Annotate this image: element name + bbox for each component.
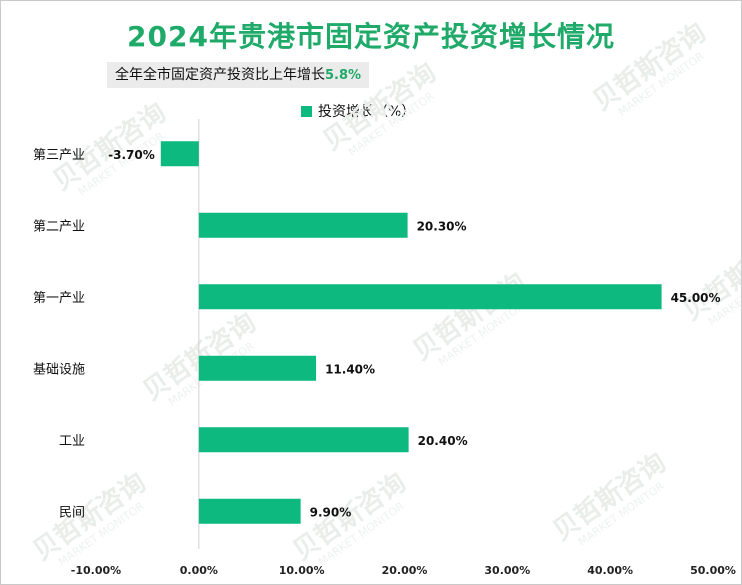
data-label: 45.00% — [671, 291, 721, 305]
bar-5 — [198, 427, 409, 453]
x-tick-label: 40.00% — [587, 564, 633, 577]
growth-summary-value: 5.8% — [325, 68, 362, 83]
legend-swatch — [301, 106, 312, 117]
data-label: -3.70% — [108, 148, 155, 162]
data-label: 20.30% — [417, 219, 467, 233]
x-tick-label: 10.00% — [279, 564, 325, 577]
category-label: 第二产业 — [33, 219, 85, 234]
category-label: 工业 — [59, 434, 85, 449]
data-label: 11.40% — [325, 362, 375, 376]
x-tick-label: 50.00% — [690, 564, 736, 577]
bar-2 — [198, 212, 408, 238]
growth-summary-label: 全年全市固定资产投资比上年增长 — [115, 67, 325, 83]
x-tick-label: 30.00% — [484, 564, 530, 577]
category-label: 第一产业 — [33, 291, 85, 306]
bar-4 — [198, 355, 317, 381]
x-tick-label: 20.00% — [382, 564, 428, 577]
category-label: 第三产业 — [33, 148, 85, 163]
x-tick-label: -10.00% — [71, 564, 121, 577]
chart-legend: 投资增长（%） — [301, 102, 415, 122]
data-label: 20.40% — [418, 434, 468, 448]
chart-title: 2024年贵港市固定资产投资增长情况 — [127, 20, 615, 53]
category-label: 基础设施 — [33, 362, 85, 377]
bar-1 — [160, 141, 199, 167]
bar-3 — [198, 284, 662, 310]
growth-summary: 全年全市固定资产投资比上年增长5.8% — [107, 62, 370, 88]
category-label: 民间 — [59, 505, 85, 520]
x-tick-label: 0.00% — [180, 564, 218, 577]
legend-label: 投资增长（%） — [318, 104, 416, 120]
bar-6 — [198, 498, 301, 524]
data-label: 9.90% — [310, 505, 352, 519]
